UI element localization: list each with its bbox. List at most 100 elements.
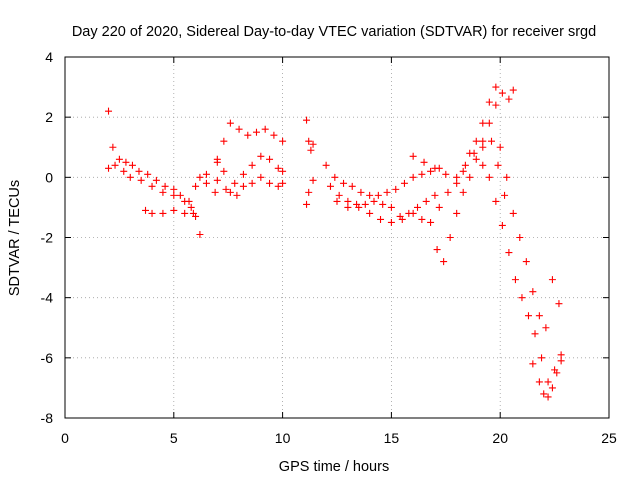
data-point bbox=[266, 179, 274, 187]
data-point bbox=[479, 137, 487, 145]
data-point bbox=[109, 143, 117, 151]
x-tick-label: 5 bbox=[170, 430, 178, 446]
data-point bbox=[340, 179, 348, 187]
data-point bbox=[344, 197, 352, 205]
data-point bbox=[261, 125, 269, 133]
data-point bbox=[257, 173, 265, 181]
data-point bbox=[213, 155, 221, 163]
data-point bbox=[159, 188, 167, 196]
data-point bbox=[137, 176, 145, 184]
data-point bbox=[453, 179, 461, 187]
data-point bbox=[161, 182, 169, 190]
data-point bbox=[239, 170, 247, 178]
y-axis: -8 -6 -4 -2 0 2 4 bbox=[41, 49, 609, 426]
data-point bbox=[257, 152, 265, 160]
data-point bbox=[479, 161, 487, 169]
data-point bbox=[196, 173, 204, 181]
data-point bbox=[485, 98, 493, 106]
data-point bbox=[309, 140, 317, 148]
data-point bbox=[387, 203, 395, 211]
series-track-16 bbox=[496, 143, 563, 332]
data-point bbox=[544, 393, 552, 401]
series-track-14 bbox=[435, 137, 509, 211]
data-point bbox=[248, 161, 256, 169]
data-point bbox=[535, 312, 543, 320]
series-track-4 bbox=[213, 119, 287, 166]
data-point bbox=[322, 161, 330, 169]
data-point bbox=[128, 161, 136, 169]
data-point bbox=[444, 188, 452, 196]
chart-title: Day 220 of 2020, Sidereal Day-to-day VTE… bbox=[72, 24, 596, 40]
data-point bbox=[398, 215, 406, 223]
data-point bbox=[279, 167, 287, 175]
data-point bbox=[213, 176, 221, 184]
data-point bbox=[181, 197, 189, 205]
data-point bbox=[361, 200, 369, 208]
data-point bbox=[348, 182, 356, 190]
data-point bbox=[189, 209, 197, 217]
data-point bbox=[492, 83, 500, 91]
series-track-1 bbox=[105, 107, 219, 205]
data-point bbox=[126, 173, 134, 181]
y-tick-label: 4 bbox=[45, 49, 53, 65]
data-point bbox=[170, 191, 178, 199]
data-point bbox=[142, 206, 150, 214]
data-point bbox=[170, 185, 178, 193]
data-point bbox=[176, 191, 184, 199]
data-point bbox=[466, 173, 474, 181]
series-track-12 bbox=[409, 83, 500, 187]
data-point bbox=[498, 89, 506, 97]
data-point bbox=[307, 146, 315, 154]
x-tick-label: 15 bbox=[384, 430, 400, 446]
data-point bbox=[366, 209, 374, 217]
data-point bbox=[461, 161, 469, 169]
data-point bbox=[472, 155, 480, 163]
data-point bbox=[305, 188, 313, 196]
data-point bbox=[453, 173, 461, 181]
data-point bbox=[529, 360, 537, 368]
data-point bbox=[470, 149, 478, 157]
data-point bbox=[553, 369, 561, 377]
y-tick-label: 2 bbox=[45, 109, 53, 125]
y-tick-label: 0 bbox=[45, 169, 53, 185]
data-point bbox=[233, 191, 241, 199]
data-point bbox=[505, 249, 513, 257]
data-point bbox=[222, 185, 230, 193]
data-point bbox=[105, 164, 113, 172]
data-point bbox=[485, 119, 493, 127]
data-point bbox=[531, 330, 539, 338]
data-point bbox=[442, 170, 450, 178]
series-track-13 bbox=[427, 86, 517, 266]
data-point bbox=[509, 86, 517, 94]
data-point bbox=[148, 209, 156, 217]
data-point bbox=[235, 125, 243, 133]
data-point bbox=[344, 203, 352, 211]
data-point bbox=[501, 191, 509, 199]
data-point bbox=[427, 167, 435, 175]
data-point bbox=[181, 209, 189, 217]
data-point bbox=[170, 206, 178, 214]
data-point bbox=[431, 191, 439, 199]
series-track-17 bbox=[529, 357, 565, 401]
data-point bbox=[226, 119, 234, 127]
data-point bbox=[111, 161, 119, 169]
data-point bbox=[529, 288, 537, 296]
y-tick-label: -6 bbox=[41, 350, 54, 366]
data-point bbox=[433, 246, 441, 254]
y-axis-label: SDTVAR / TECUs bbox=[7, 180, 23, 296]
data-point bbox=[379, 200, 387, 208]
x-axis-label: GPS time / hours bbox=[279, 459, 389, 475]
data-point bbox=[387, 218, 395, 226]
data-point bbox=[211, 188, 219, 196]
data-point bbox=[383, 188, 391, 196]
data-point bbox=[252, 128, 260, 136]
data-point bbox=[548, 276, 556, 284]
data-point bbox=[509, 209, 517, 217]
data-point bbox=[540, 390, 548, 398]
data-point bbox=[333, 197, 341, 205]
data-point bbox=[492, 197, 500, 205]
data-point bbox=[522, 258, 530, 266]
data-point bbox=[435, 203, 443, 211]
data-point bbox=[226, 188, 234, 196]
data-point bbox=[548, 384, 556, 392]
